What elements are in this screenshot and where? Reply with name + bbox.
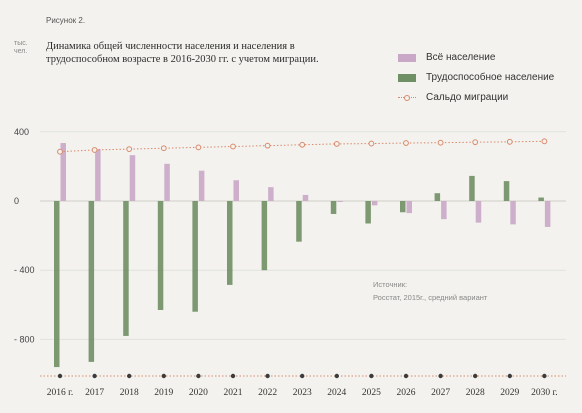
bar-working bbox=[227, 201, 233, 285]
point-migration bbox=[437, 139, 444, 146]
bar-working bbox=[469, 175, 475, 201]
legend-label-migration: Сальдо миграции bbox=[426, 92, 509, 103]
x-tick-label: 2028 bbox=[466, 388, 485, 398]
x-tick-label: 2016 г. bbox=[47, 388, 74, 398]
legend-swatch-migration bbox=[398, 94, 416, 101]
y-tick-label: - 400 bbox=[14, 265, 35, 275]
point-migration bbox=[472, 139, 479, 146]
x-tick-label: 2020 bbox=[189, 388, 208, 398]
bar-total bbox=[510, 201, 516, 225]
y-tick-label: 400 bbox=[14, 127, 29, 137]
baseline-marker bbox=[334, 373, 339, 379]
baseline-marker bbox=[161, 373, 166, 379]
bar-total bbox=[337, 201, 343, 202]
x-tick-label: 2023 bbox=[293, 388, 312, 398]
y-tick-label: 0 bbox=[14, 196, 19, 206]
baseline-marker bbox=[300, 373, 305, 379]
source-note: Источник: Росстат, 2015г., средний вариа… bbox=[373, 278, 487, 304]
baseline-marker bbox=[127, 373, 132, 379]
bar-working bbox=[54, 201, 60, 368]
bar-working bbox=[434, 193, 441, 201]
point-migration bbox=[230, 143, 236, 150]
bar-total bbox=[268, 187, 274, 201]
bar-working bbox=[400, 201, 406, 213]
legend-label-total: Всё население bbox=[426, 52, 496, 63]
baseline-marker bbox=[57, 373, 63, 379]
legend-label-working: Трудоспособное население bbox=[426, 72, 555, 83]
baseline-marker bbox=[507, 373, 512, 379]
bar-total bbox=[233, 180, 239, 201]
y-unit-label: тыс. чел. bbox=[14, 40, 28, 55]
point-migration bbox=[160, 145, 167, 152]
chart-title: Динамика общей численности населения и н… bbox=[46, 41, 319, 65]
bar-total bbox=[164, 163, 170, 201]
bar-working bbox=[261, 201, 268, 271]
point-migration bbox=[91, 147, 98, 153]
baseline-marker bbox=[438, 373, 443, 379]
bar-working bbox=[296, 201, 302, 242]
x-tick-label: 2024 bbox=[327, 388, 346, 398]
y-tick-label: - 800 bbox=[14, 334, 35, 344]
bar-total bbox=[544, 201, 551, 227]
baseline-marker bbox=[196, 373, 201, 379]
bar-working bbox=[365, 201, 371, 224]
bar-total bbox=[60, 143, 66, 201]
bar-working bbox=[157, 201, 164, 310]
point-migration bbox=[333, 141, 340, 147]
bar-working bbox=[503, 181, 510, 201]
figure-label: Рисунок 2. bbox=[46, 16, 86, 25]
baseline-marker bbox=[230, 373, 236, 379]
baseline-marker bbox=[92, 373, 97, 379]
point-migration bbox=[506, 138, 513, 145]
x-tick-label: 2017 bbox=[85, 388, 104, 398]
x-tick-label: 2027 bbox=[431, 388, 450, 398]
bar-total bbox=[198, 170, 205, 201]
bar-total bbox=[406, 201, 412, 214]
bar-total bbox=[371, 201, 378, 206]
bar-total bbox=[475, 201, 482, 223]
x-tick-label: 2029 bbox=[500, 388, 519, 398]
bar-total bbox=[129, 155, 136, 201]
x-tick-label: 2026 bbox=[397, 388, 416, 398]
x-tick-label: 2021 bbox=[224, 388, 243, 398]
bar-working bbox=[538, 197, 544, 201]
bar-working bbox=[123, 201, 129, 336]
baseline-marker bbox=[403, 373, 409, 379]
point-migration bbox=[368, 140, 375, 147]
x-tick-label: 2018 bbox=[120, 388, 139, 398]
source-heading: Источник: bbox=[373, 280, 408, 289]
point-migration bbox=[195, 144, 202, 151]
legend-swatch-total bbox=[398, 54, 416, 62]
x-tick-label: 2022 bbox=[258, 388, 277, 398]
x-tick-label: 2019 bbox=[154, 388, 173, 398]
bar-total bbox=[302, 194, 309, 201]
baseline-marker bbox=[369, 373, 374, 379]
bar-working bbox=[192, 201, 198, 312]
x-tick-label: 2030 г. bbox=[531, 388, 558, 398]
bar-working bbox=[330, 201, 337, 214]
point-migration bbox=[126, 146, 133, 153]
point-migration bbox=[57, 148, 63, 155]
source-text: Росстат, 2015г., средний вариант bbox=[373, 293, 488, 302]
point-migration bbox=[299, 141, 306, 148]
baseline-marker bbox=[473, 373, 478, 379]
baseline-marker bbox=[265, 373, 270, 379]
bar-total bbox=[441, 201, 447, 220]
point-migration bbox=[403, 140, 409, 146]
x-tick-label: 2025 bbox=[362, 388, 381, 398]
point-migration bbox=[264, 142, 271, 149]
point-migration bbox=[541, 138, 548, 145]
bar-total bbox=[95, 149, 101, 201]
baseline-marker bbox=[542, 373, 547, 379]
legend-swatch-working bbox=[398, 74, 416, 82]
bar-working bbox=[88, 201, 95, 362]
